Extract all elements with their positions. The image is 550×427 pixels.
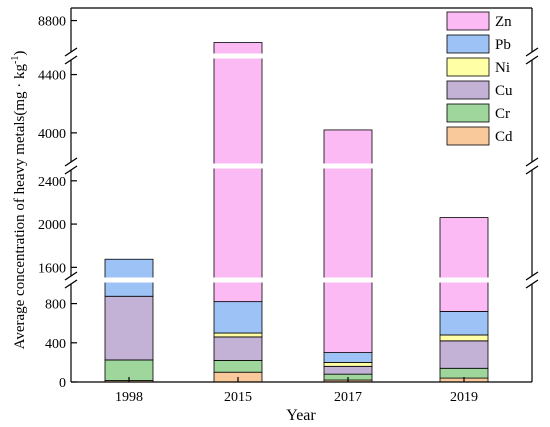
bar-2017-cu: [323, 365, 373, 375]
legend-swatch-ni: [446, 57, 490, 77]
bar-2019-zn: [439, 217, 489, 312]
x-tick-label: 1998: [115, 390, 143, 405]
axis-break-mark: [64, 279, 78, 289]
axis-break-gap-2: [61, 163, 542, 169]
bars-layer: [104, 42, 489, 383]
bar-2019-pb: [439, 311, 489, 336]
legend-label-cu: Cu: [495, 83, 513, 99]
y-tick-label: 400: [45, 337, 66, 352]
legend-label-ni: Ni: [495, 60, 510, 76]
bar-2015-ni: [213, 332, 263, 338]
y-tick-label: 4400: [38, 69, 66, 84]
y-tick-label: 8800: [38, 15, 66, 30]
bar-2015-cr: [213, 360, 263, 373]
x-tick-label: 2019: [450, 390, 478, 405]
y-tick-label: 4000: [38, 127, 66, 142]
legend-label-cr: Cr: [495, 106, 510, 122]
bar-2015-zn: [213, 42, 263, 303]
y-tick-label: 0: [59, 376, 66, 391]
axis-break-gap-3: [61, 53, 542, 59]
legend: Zn Pb Ni Cu Cr Cd: [446, 11, 513, 146]
y-axis-title: Average concentration of heavy metals(mg…: [10, 51, 28, 350]
axis-break-gap-1: [61, 277, 542, 283]
legend-label-pb: Pb: [495, 37, 511, 53]
axis-break-mark: [525, 157, 539, 167]
axis-break-mark: [525, 271, 539, 281]
bar-2015-cu: [213, 336, 263, 361]
bar-2017-zn: [323, 129, 373, 354]
bar-2019-ni: [439, 334, 489, 342]
axis-break-mark: [525, 165, 539, 175]
x-tick-label: 2015: [224, 390, 252, 405]
bar-2019-cu: [439, 340, 489, 369]
x-tick-label: 2017: [334, 390, 362, 405]
bar-2015-pb: [213, 301, 263, 334]
legend-swatch-cd: [446, 126, 490, 146]
legend-label-cd: Cd: [495, 129, 513, 145]
legend-swatch-cr: [446, 103, 490, 123]
y-tick-label: 2000: [38, 218, 66, 233]
legend-swatch-cu: [446, 80, 490, 100]
axis-break-mark: [64, 47, 78, 57]
axis-break-mark: [525, 279, 539, 289]
axis-break-mark: [64, 157, 78, 167]
bar-2017-pb: [323, 352, 373, 363]
bar-2017-ni: [323, 361, 373, 367]
legend-swatch-zn: [446, 11, 490, 31]
axis-break-mark: [64, 271, 78, 281]
axis-break-mark: [525, 55, 539, 65]
x-axis-title: Year: [286, 407, 316, 424]
y-tick-label: 2400: [38, 175, 66, 190]
legend-swatch-pb: [446, 34, 490, 54]
axis-break-mark: [64, 165, 78, 175]
bar-2019-cr: [439, 367, 489, 379]
legend-label-zn: Zn: [495, 14, 512, 30]
y-tick-label: 800: [45, 298, 66, 313]
y-tick-label: 1600: [38, 261, 66, 276]
axis-break-mark: [64, 55, 78, 65]
axis-breaks: [61, 53, 542, 283]
axis-break-mark: [525, 47, 539, 57]
axes: 0 400 800 1600 2000 2400 4000 4400 8800 1998 2015 2…: [38, 7, 539, 405]
bar-1998-cu: [104, 295, 154, 361]
